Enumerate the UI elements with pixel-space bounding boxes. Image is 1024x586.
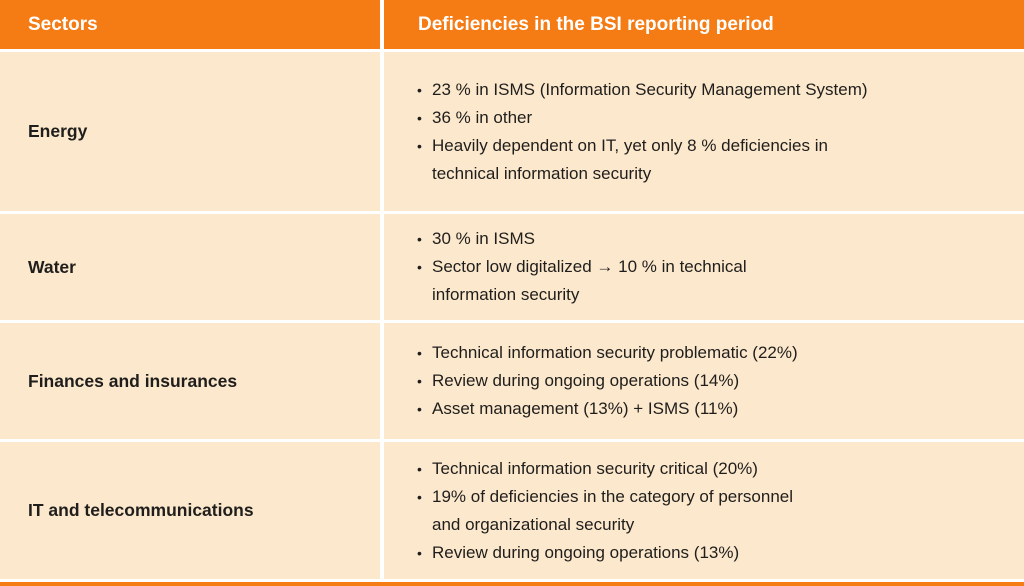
sector-label: Finances and insurances (28, 370, 238, 391)
column-header-deficiencies: Deficiencies in the BSI reporting period (384, 0, 1024, 49)
bullet-marker-icon: • (417, 544, 422, 561)
bullet-list: • Technical information security critica… (417, 455, 1006, 567)
deficiency-cell-finances: • Technical information security problem… (384, 323, 1024, 439)
column-header-deficiencies-label: Deficiencies in the BSI reporting period (418, 13, 774, 35)
bullet-list: • Technical information security problem… (417, 339, 1006, 423)
sector-cell-energy: Energy (0, 52, 380, 211)
bullet-text: Technical information security problemat… (432, 343, 798, 362)
bullet-text: Heavily dependent on IT, yet only 8 % de… (432, 135, 828, 183)
sector-cell-it-telecom: IT and telecommunications (0, 442, 380, 579)
bullet-text: Sector low digitalized → 10 % in technic… (432, 257, 747, 304)
bullet-marker-icon: • (417, 109, 422, 126)
bullet-text: Review during ongoing operations (14%) (432, 371, 740, 390)
deficiency-cell-energy: • 23 % in ISMS (Information Security Man… (384, 52, 1024, 211)
column-header-sectors: Sectors (0, 0, 380, 49)
bullet-text: 30 % in ISMS (432, 229, 535, 248)
bullet-marker-icon: • (417, 81, 422, 98)
sector-label: IT and telecommunications (28, 500, 254, 520)
bullet-marker-icon: • (417, 401, 422, 417)
bullet-item: • 30 % in ISMS (417, 225, 1006, 253)
bullet-item: • Technical information security critica… (417, 455, 1006, 483)
bullet-marker-icon: • (417, 259, 422, 275)
bullet-item: • 19% of deficiencies in the category of… (417, 483, 1006, 539)
bullet-text: Asset management (13%) + ISMS (11%) (432, 399, 739, 418)
bottom-accent-bar (0, 582, 1024, 586)
deficiency-cell-water: • 30 % in ISMS • Sector low digitalized … (384, 214, 1024, 320)
bullet-item: • Review during ongoing operations (14%) (417, 367, 1006, 395)
column-header-sectors-label: Sectors (28, 13, 98, 35)
bullet-list: • 30 % in ISMS • Sector low digitalized … (417, 225, 1006, 309)
sector-label: Energy (28, 121, 88, 141)
bullet-text: Review during ongoing operations (13%) (432, 542, 740, 562)
bullet-item: • Sector low digitalized → 10 % in techn… (417, 253, 1006, 309)
bullet-item: • Heavily dependent on IT, yet only 8 % … (417, 132, 1006, 188)
bullet-marker-icon: • (417, 460, 422, 477)
bullet-item: • Asset management (13%) + ISMS (11%) (417, 395, 1006, 423)
bullet-text: 23 % in ISMS (Information Security Manag… (432, 79, 868, 99)
bullet-text: Technical information security critical … (432, 458, 758, 478)
bullet-text: 36 % in other (432, 107, 533, 127)
sector-cell-finances: Finances and insurances (0, 323, 380, 439)
sector-cell-water: Water (0, 214, 380, 320)
bullet-item: • Review during ongoing operations (13%) (417, 539, 1006, 567)
deficiency-cell-it-telecom: • Technical information security critica… (384, 442, 1024, 579)
bullet-marker-icon: • (417, 488, 422, 505)
bullet-marker-icon: • (417, 373, 422, 389)
sector-label: Water (28, 256, 76, 277)
bullet-marker-icon: • (417, 345, 422, 361)
bullet-item: • 36 % in other (417, 104, 1006, 132)
bullet-marker-icon: • (417, 231, 422, 247)
bullet-item: • 23 % in ISMS (Information Security Man… (417, 76, 1006, 104)
bullet-list: • 23 % in ISMS (Information Security Man… (417, 76, 1006, 188)
bullet-item: • Technical information security problem… (417, 339, 1006, 367)
bullet-text: 19% of deficiencies in the category of p… (432, 486, 794, 534)
bullet-marker-icon: • (417, 137, 422, 154)
